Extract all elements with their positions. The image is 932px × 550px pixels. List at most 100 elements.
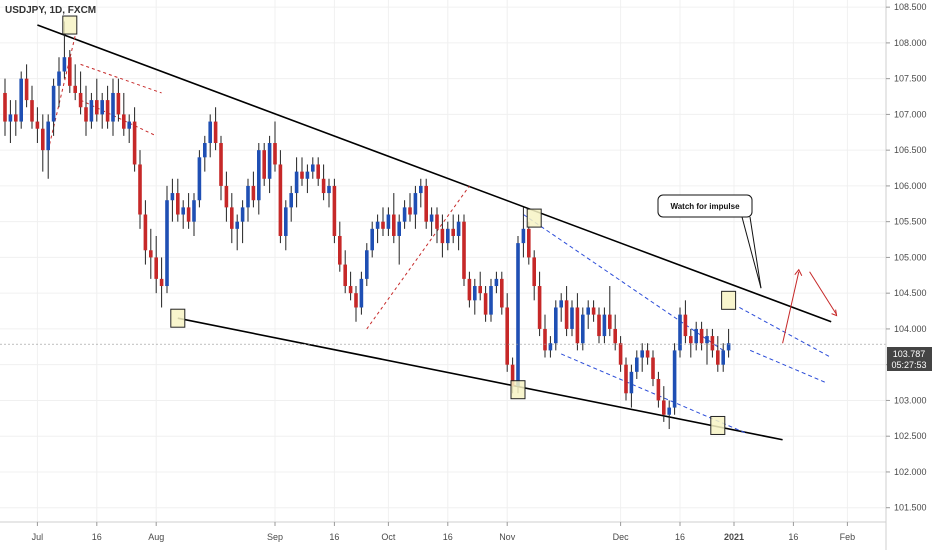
candle-body xyxy=(537,286,542,329)
price-axis[interactable]: 101.500102.000102.500103.000103.500104.0… xyxy=(885,0,927,550)
price-tag-bg xyxy=(887,347,932,371)
time-tick-label: 16 xyxy=(675,532,685,542)
pivot-markers xyxy=(62,15,737,435)
candle-body xyxy=(527,228,531,258)
candle-body xyxy=(559,300,563,308)
candle-body xyxy=(629,371,634,394)
candle-body xyxy=(494,278,499,287)
price-tick-label: 106.000 xyxy=(894,181,927,191)
candle-body xyxy=(656,378,661,401)
projection-down-arrowhead xyxy=(831,309,838,317)
candle-body xyxy=(149,250,153,258)
candle-body xyxy=(73,85,77,93)
candle-body xyxy=(170,193,175,201)
candle-body xyxy=(586,307,590,315)
candle-body xyxy=(197,157,202,201)
candle-body xyxy=(726,343,731,351)
time-tick-label: Nov xyxy=(499,532,516,542)
candle-body xyxy=(446,228,450,244)
candle-body xyxy=(230,207,234,229)
candle-body xyxy=(30,100,34,122)
candle-body xyxy=(267,143,272,179)
price-tick-label: 107.500 xyxy=(894,74,927,84)
candle-body xyxy=(554,307,558,344)
price-tag: 103.787 05:27:53 xyxy=(887,347,932,371)
candle-body xyxy=(564,300,569,329)
candle-body xyxy=(381,221,385,229)
candle-body xyxy=(132,121,137,165)
candle-body xyxy=(489,286,493,315)
price-tick-label: 105.000 xyxy=(894,252,927,262)
time-tick-label: 16 xyxy=(788,532,798,542)
time-axis[interactable]: Jul 16 Aug Sep 16 Oct 16 Nov Dec 16 2021 16 Feb xyxy=(0,521,886,542)
candle-body xyxy=(375,221,380,229)
callout-tail-right xyxy=(749,216,762,289)
candle-body xyxy=(386,214,391,229)
candle-body xyxy=(440,228,445,244)
candle-body xyxy=(240,207,245,222)
candle-body xyxy=(262,150,266,179)
candle-body xyxy=(89,100,94,122)
candle-body xyxy=(41,128,45,151)
candle-body xyxy=(311,164,315,172)
candle-body xyxy=(710,336,715,351)
time-tick-label: Oct xyxy=(381,532,396,542)
candle-body xyxy=(408,207,412,215)
price-tick-label: 103.000 xyxy=(894,395,927,405)
callout-box xyxy=(657,194,753,218)
candle-body xyxy=(613,328,617,344)
projection-arrows xyxy=(782,268,838,344)
candle-body xyxy=(84,107,88,122)
candle-body xyxy=(505,307,509,365)
trendlines xyxy=(37,24,832,441)
candle-body xyxy=(14,114,18,122)
candle-body xyxy=(699,328,704,344)
candle-body xyxy=(429,214,434,222)
time-tick-label: Feb xyxy=(840,532,856,542)
candle-body xyxy=(672,350,677,408)
candle-body xyxy=(473,286,477,301)
price-tick-label: 102.500 xyxy=(894,431,927,441)
candle-body xyxy=(111,92,115,122)
candle-body xyxy=(581,314,585,344)
candle-body xyxy=(570,307,574,329)
candle-body xyxy=(332,185,337,236)
price-tick-label: 107.000 xyxy=(894,109,927,119)
candle-body xyxy=(316,164,320,179)
candle-body xyxy=(51,85,56,122)
candle-body xyxy=(424,185,428,222)
time-tick-label: Aug xyxy=(148,532,164,542)
candle-body xyxy=(19,78,23,122)
candle-body xyxy=(208,121,212,144)
candle-body xyxy=(138,164,142,215)
candle-body xyxy=(165,200,169,287)
candle-body xyxy=(246,185,250,208)
pivot-box-jan-high xyxy=(721,290,737,310)
candle-body xyxy=(608,314,612,329)
falling-channel-lower xyxy=(561,353,745,434)
candle-body xyxy=(683,314,688,337)
pivot-box-dec-low xyxy=(710,415,726,435)
candle-body xyxy=(456,221,461,236)
candle-body xyxy=(689,336,693,344)
time-tick-label: Sep xyxy=(267,532,283,542)
candle-body xyxy=(419,185,423,194)
candle-body xyxy=(500,278,504,308)
candle-body xyxy=(635,357,639,372)
candle-body xyxy=(678,314,682,351)
candle-body xyxy=(392,214,396,236)
candle-body xyxy=(624,364,628,394)
price-tick-label: 102.000 xyxy=(894,467,927,477)
time-tick-label: Jul xyxy=(32,532,44,542)
candle-body xyxy=(483,293,488,315)
candle-body xyxy=(224,185,229,208)
candle-body xyxy=(203,143,207,158)
candle-body xyxy=(543,328,547,351)
candle-body xyxy=(289,193,293,208)
candle-body xyxy=(251,185,256,201)
candle-body xyxy=(435,214,439,229)
rising-red-line-jun xyxy=(47,35,76,151)
candle-body xyxy=(219,143,223,186)
candle-body xyxy=(273,143,277,165)
